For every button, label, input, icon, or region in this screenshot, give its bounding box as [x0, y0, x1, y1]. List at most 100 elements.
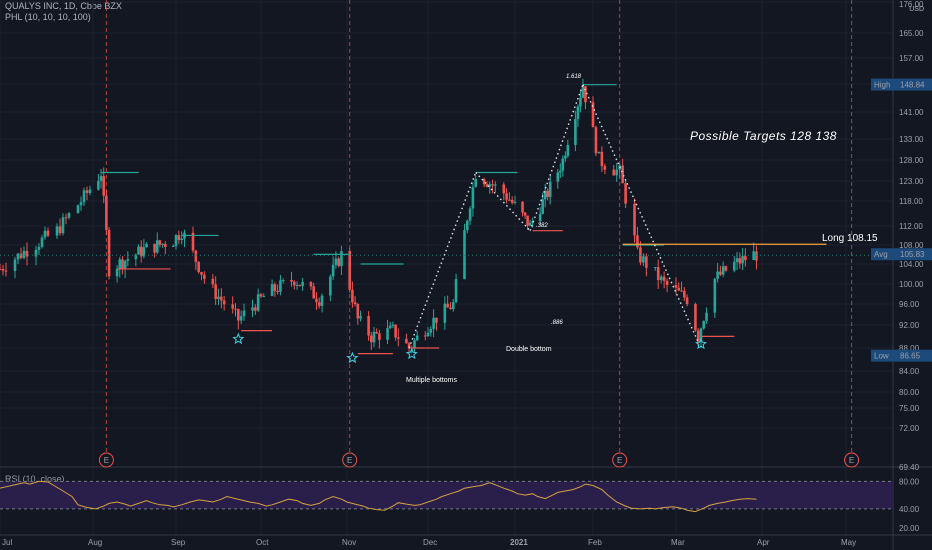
candle [46, 230, 50, 236]
candle [242, 310, 246, 317]
candle [543, 190, 547, 200]
candle [273, 284, 277, 292]
candle [61, 217, 65, 234]
candle [429, 328, 433, 333]
price-tick-label: 133.00 [899, 135, 924, 144]
bottom-star-icon [405, 347, 418, 360]
candle [581, 86, 585, 98]
candle [134, 254, 138, 260]
harmonic-line [529, 84, 584, 231]
candle [546, 190, 550, 197]
candle [231, 304, 234, 309]
bottom-star-icon [694, 337, 707, 350]
candle [388, 325, 392, 329]
candle [702, 320, 706, 329]
candle [584, 86, 587, 103]
candle [312, 286, 316, 299]
candle [699, 328, 703, 342]
fib-1618-label: 1.618 [566, 74, 582, 80]
time-axis-label: Sep [171, 538, 186, 547]
price-tick-label: 165.00 [899, 29, 924, 38]
harmonic-line [582, 84, 699, 343]
candle [13, 259, 17, 272]
candle [259, 294, 263, 297]
candle [292, 281, 296, 286]
candle [145, 243, 148, 248]
time-axis-label: Aug [88, 538, 102, 547]
avg-badge-value-box [896, 248, 932, 261]
candle [256, 294, 260, 311]
price-tick-label: 100.00 [899, 280, 924, 289]
long-annotation: Long 108.15 [822, 233, 878, 244]
candle [603, 166, 607, 170]
price-tick-label: 88.00 [899, 344, 920, 353]
candle [353, 302, 357, 305]
candle [633, 203, 636, 236]
candle [262, 295, 266, 297]
earnings-marker-label: E [347, 456, 352, 465]
time-axis-label: 2021 [510, 538, 528, 547]
candle [200, 272, 203, 275]
candle [174, 235, 178, 246]
candle [738, 258, 742, 264]
candle [424, 335, 427, 337]
candle [674, 284, 678, 288]
time-axis-label: Oct [256, 538, 269, 547]
candle [82, 190, 86, 203]
candle [158, 240, 162, 245]
candle [523, 212, 527, 216]
price-tick-label: 75.00 [899, 404, 920, 413]
rsi-tick-label: 20.00 [899, 524, 920, 533]
avg-badge-tag-label: Avg [874, 250, 888, 259]
candle [290, 279, 293, 282]
price-tick-label: 108.00 [899, 241, 924, 250]
candle [719, 271, 722, 275]
candle [76, 205, 80, 214]
candle [329, 276, 332, 296]
candle [656, 267, 660, 281]
candle [642, 256, 645, 263]
fib-382-label: .382 [536, 223, 548, 229]
rsi-label[interactable]: RSI (10, close) [5, 474, 65, 484]
time-axis-label: Dec [423, 538, 437, 547]
earnings-marker-label: E [617, 456, 622, 465]
candle [367, 316, 370, 336]
candle [471, 186, 475, 209]
candle [79, 202, 83, 206]
candle [612, 169, 616, 176]
candle [713, 278, 717, 313]
candle [22, 250, 26, 258]
candle [636, 235, 639, 248]
candle [752, 251, 755, 261]
rsi-tick-label: 40.00 [899, 505, 920, 514]
candle [386, 328, 389, 340]
low-badge-tag-label: Low [874, 352, 889, 361]
price-tick-label: 96.00 [899, 300, 920, 309]
candle [99, 176, 103, 181]
price-tick-label: 80.00 [899, 388, 920, 397]
candle [694, 304, 697, 331]
candle [494, 184, 497, 186]
earnings-marker [98, 452, 114, 468]
candle [600, 151, 604, 167]
candle [172, 245, 175, 247]
candle [301, 282, 304, 286]
candle [508, 199, 511, 201]
candle [732, 261, 736, 271]
candle [19, 253, 23, 258]
candle [435, 317, 438, 323]
price-tick-label: 112.00 [899, 222, 923, 231]
candle [576, 106, 580, 119]
candle [123, 260, 127, 269]
candle [372, 331, 376, 343]
candle [4, 270, 8, 272]
candle [348, 251, 351, 290]
earnings-marker [342, 452, 358, 468]
candle [696, 330, 700, 342]
candle [16, 253, 20, 260]
candle [405, 338, 408, 344]
candle [309, 282, 313, 287]
candle [468, 208, 472, 221]
candles [0, 78, 758, 354]
